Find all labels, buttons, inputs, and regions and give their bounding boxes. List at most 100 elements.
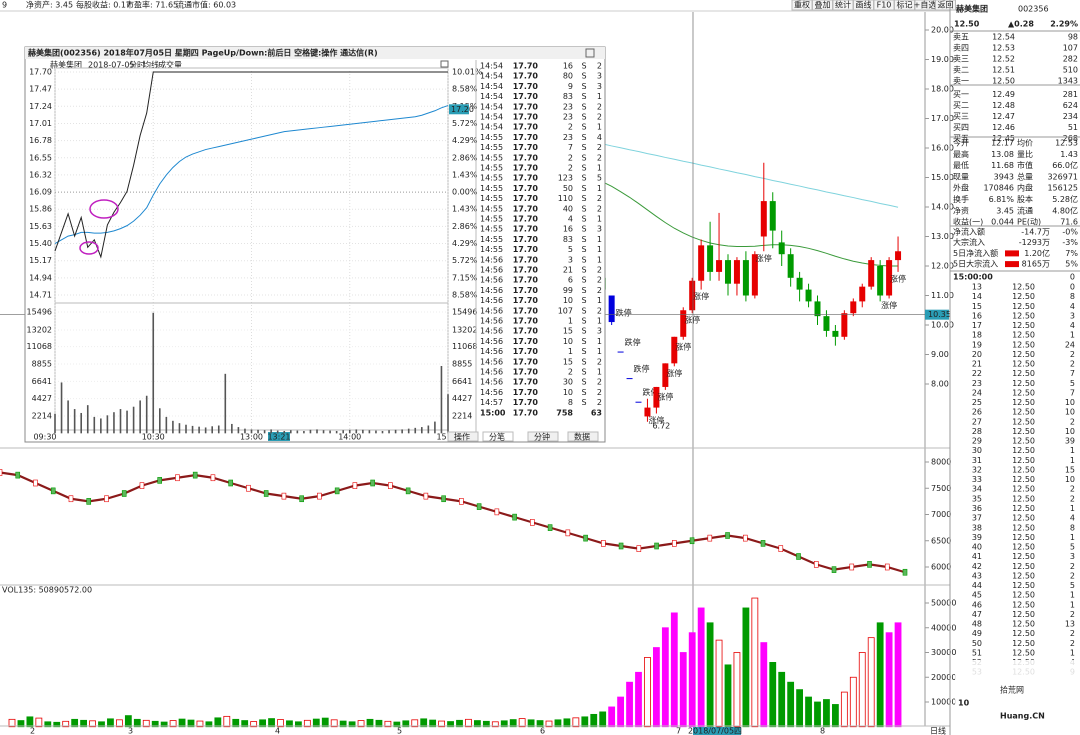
volume-bar [178, 718, 186, 728]
trade-volume: 4 [1070, 321, 1075, 330]
pct-tick-label: 4.29% [452, 136, 478, 145]
tick-cell: 1 [597, 337, 602, 346]
tick-cell: 14:54 [480, 92, 503, 101]
tick-cell: 30 [563, 378, 573, 387]
pct-tick-label: 2.86% [452, 153, 478, 162]
volume-bar [697, 607, 705, 728]
y-tick-label: 30000 [931, 648, 956, 657]
trade-time: 18 [972, 331, 982, 340]
y-tick-label: 11.00 [931, 291, 954, 300]
limit-down-label: 跌停 [625, 337, 641, 347]
tick-cell: 14:56 [480, 347, 503, 356]
popup-subheader: 成交量 [158, 60, 182, 70]
tick-cell: 3 [597, 72, 602, 81]
index-line [0, 471, 906, 574]
volume-bar [241, 720, 249, 728]
tick-cell: 14:54 [480, 82, 503, 91]
vol-tick-label: 15496 [452, 308, 477, 317]
book-volume: 282 [1063, 55, 1078, 64]
volume-bar [159, 408, 161, 434]
popup-sub-button[interactable] [440, 60, 449, 68]
cursor-time-box [268, 432, 290, 441]
info-text: 每股收益: 0.17 [76, 0, 131, 10]
book-volume: 1343 [1058, 77, 1078, 86]
tick-cell: 17.70 [513, 102, 539, 111]
trade-time: 41 [972, 552, 982, 561]
index-candle [33, 479, 38, 487]
flow-bar [1005, 261, 1019, 268]
tick-cell: S [581, 296, 586, 305]
moving-average [593, 177, 899, 267]
pct-tick-label: 2.86% [452, 222, 478, 231]
pct-tick-label: 8.58% [452, 85, 478, 94]
popup-tab[interactable] [567, 431, 599, 442]
index-candle [405, 487, 411, 495]
volume-bar [106, 415, 109, 434]
tick-cell: 8 [568, 398, 573, 407]
popup-close[interactable] [585, 48, 595, 58]
volume-bar [100, 418, 102, 434]
candle-body [832, 330, 839, 337]
tick-cell: 14:55 [480, 204, 503, 213]
volume-bar [832, 704, 839, 728]
index-candle [210, 474, 216, 482]
book-price: 12.54 [992, 33, 1015, 42]
trade-price: 12.50 [1012, 504, 1035, 513]
tick-cell: 2 [597, 102, 602, 111]
trade-price: 12.50 [1012, 639, 1035, 648]
volume-bar [769, 662, 777, 728]
annotation-circle [79, 241, 99, 255]
popup-tab[interactable] [482, 431, 514, 442]
popup-tab[interactable] [447, 431, 479, 442]
date-label: 4 [275, 727, 280, 735]
cursor-date-box [693, 727, 741, 735]
tick-cell: 14:55 [480, 133, 503, 142]
book-volume: 51 [1068, 123, 1078, 132]
trade-time: 49 [972, 629, 982, 638]
stat-label: 均价 [1017, 138, 1033, 148]
volume-bar [329, 430, 331, 434]
tick-cell: 14:55 [480, 245, 503, 254]
trade-time: 22 [972, 369, 982, 378]
date-label: 3 [128, 727, 133, 735]
tick-cell: 99 [563, 286, 573, 295]
tick-cell: 17.70 [513, 194, 539, 203]
pct-tick-label: 7.15% [452, 273, 478, 282]
index-candle [317, 492, 322, 500]
tick-cell: S [581, 317, 586, 326]
pct-tick-label: 8.58% [452, 291, 478, 300]
volume-bar [635, 671, 642, 728]
tick-cell: 14:54 [480, 62, 503, 71]
limit-up-label: 涨停 [881, 300, 897, 310]
quote-pct: 2.29% [1050, 20, 1078, 29]
volume-bar [440, 365, 443, 434]
trade-time: 14 [972, 292, 982, 301]
stat-value: 156125 [1047, 184, 1078, 193]
book-price: 12.45 [992, 134, 1015, 143]
trade-price: 12.50 [1012, 350, 1035, 359]
book-price: 12.52 [992, 55, 1015, 64]
volume-bar [107, 718, 114, 728]
popup-tab[interactable] [527, 431, 559, 442]
toolbar-button[interactable] [935, 0, 956, 11]
cursor-price: 10.35 [928, 310, 951, 319]
popup [24, 46, 606, 443]
trade-price: 12.50 [1012, 331, 1035, 340]
tick-cell: S [581, 357, 586, 366]
y-tick-label: 6500 [931, 536, 951, 545]
tick-cell: 14:56 [480, 306, 503, 315]
index-candle [547, 524, 553, 531]
index-candle [175, 474, 180, 482]
index-candle [370, 479, 375, 487]
volume-bar [71, 718, 79, 728]
date-label: 5 [397, 727, 402, 735]
info-text: 市盈率: 71.65 [126, 0, 178, 10]
tick-cell: 2 [597, 194, 602, 203]
tick-cell: 2 [597, 143, 602, 152]
tick-cell: S [581, 143, 586, 152]
index-candle [388, 482, 393, 489]
volume-bar [554, 719, 562, 728]
tick-cell: S [581, 92, 586, 101]
index-candle [476, 503, 482, 510]
tick-cell: 14:54 [480, 102, 503, 111]
